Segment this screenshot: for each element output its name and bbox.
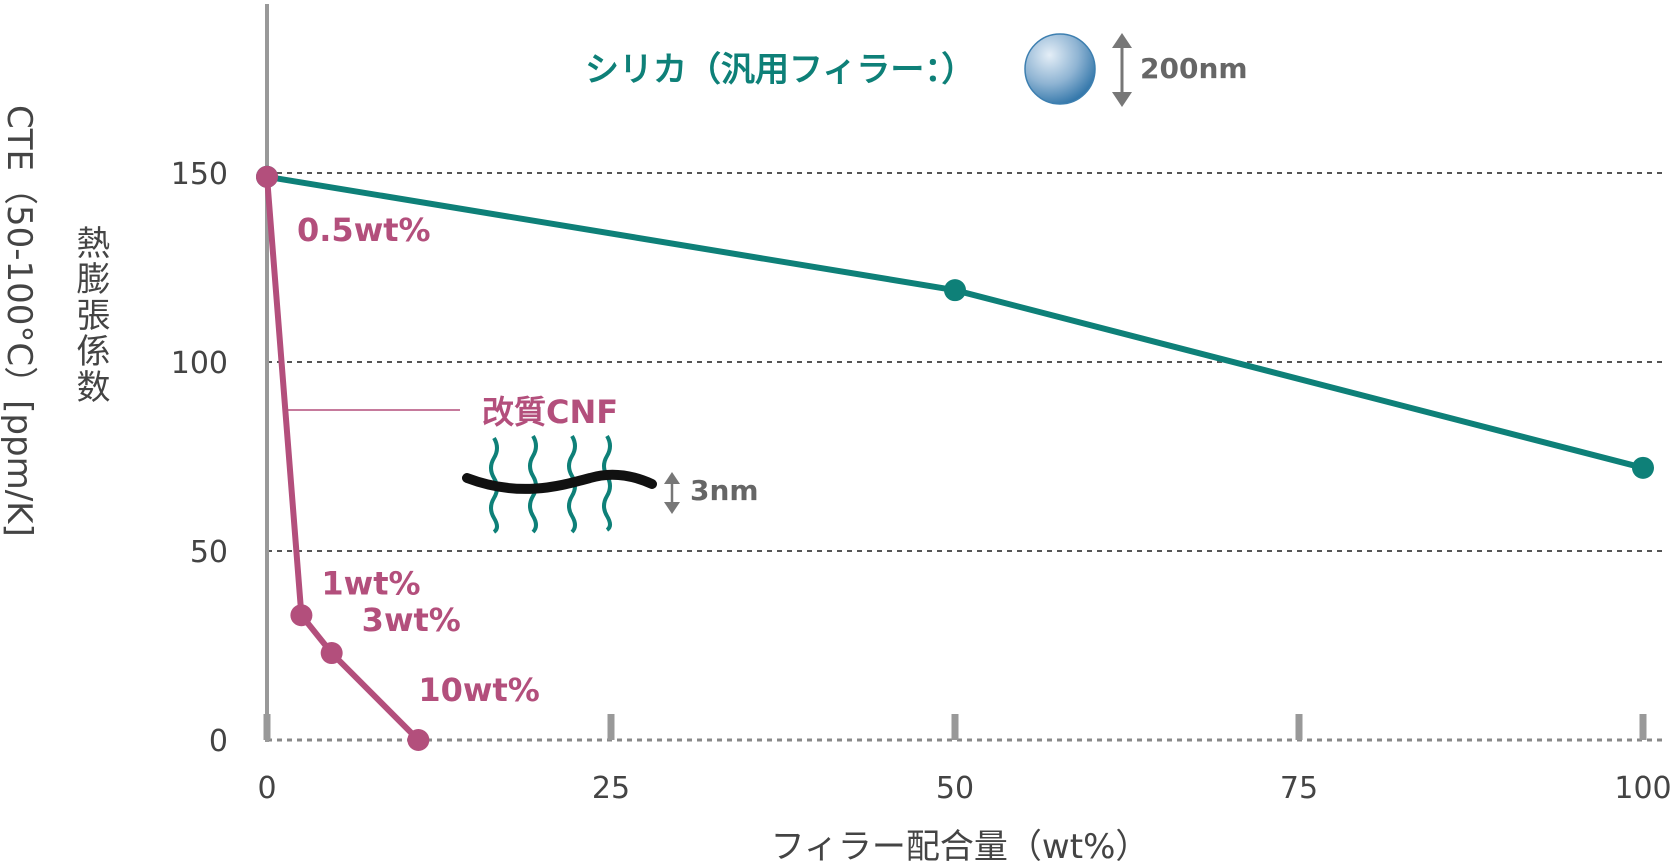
- x-tick-label: 75: [1280, 771, 1318, 806]
- data-label: 10wt%: [418, 671, 539, 709]
- x-tick-label: 50: [936, 771, 974, 806]
- y-tick-label: 0: [209, 724, 228, 759]
- x-tick-labels: 0 25 50 75 100: [257, 771, 1671, 806]
- y-tick-label: 50: [190, 535, 228, 570]
- gridlines: [267, 172, 1664, 742]
- cnf-legend-label: 改質CNF: [482, 393, 618, 431]
- cnf-size-label: 3nm: [690, 474, 759, 507]
- data-label: 0.5wt%: [297, 211, 431, 249]
- data-point: [290, 604, 313, 627]
- data-point: [1632, 456, 1654, 479]
- x-tick-label: 100: [1614, 771, 1671, 806]
- axes: [263, 4, 1647, 742]
- data-point: [256, 165, 278, 188]
- silica-size-arrow-icon: [1112, 33, 1132, 107]
- series-layer: 0.5wt% 1wt%3wt% 10wt%: [256, 165, 1654, 751]
- cnf-size-arrow-icon: [664, 472, 680, 514]
- x-tick-label: 0: [257, 771, 276, 806]
- cnf-fiber-icon: [462, 434, 657, 534]
- data-label: 3wt%: [362, 601, 461, 639]
- x-axis-title: フィラー配合量（wt%）: [771, 827, 1150, 867]
- y-tick-labels: 0 50 100 150: [171, 157, 228, 759]
- silica-size-label: 200nm: [1140, 52, 1248, 85]
- data-point: [944, 279, 966, 302]
- y-axis-title-vertical: 熱膨張係数: [70, 225, 110, 405]
- y-tick-label: 150: [171, 157, 228, 192]
- series-line-0: [266, 173, 1644, 471]
- y-tick-label: 100: [171, 346, 228, 381]
- data-point: [407, 729, 430, 751]
- data-label: 1wt%: [321, 564, 420, 602]
- data-point: [320, 642, 343, 665]
- silica-sphere-icon: [1024, 33, 1096, 105]
- x-tick-label: 25: [592, 771, 630, 806]
- series-line-1: [264, 176, 421, 743]
- y-axis-title-rotated: CTE（50-100°C）[ppm/K]: [0, 105, 39, 537]
- silica-legend-label: シリカ（汎用フィラー：）: [585, 50, 975, 90]
